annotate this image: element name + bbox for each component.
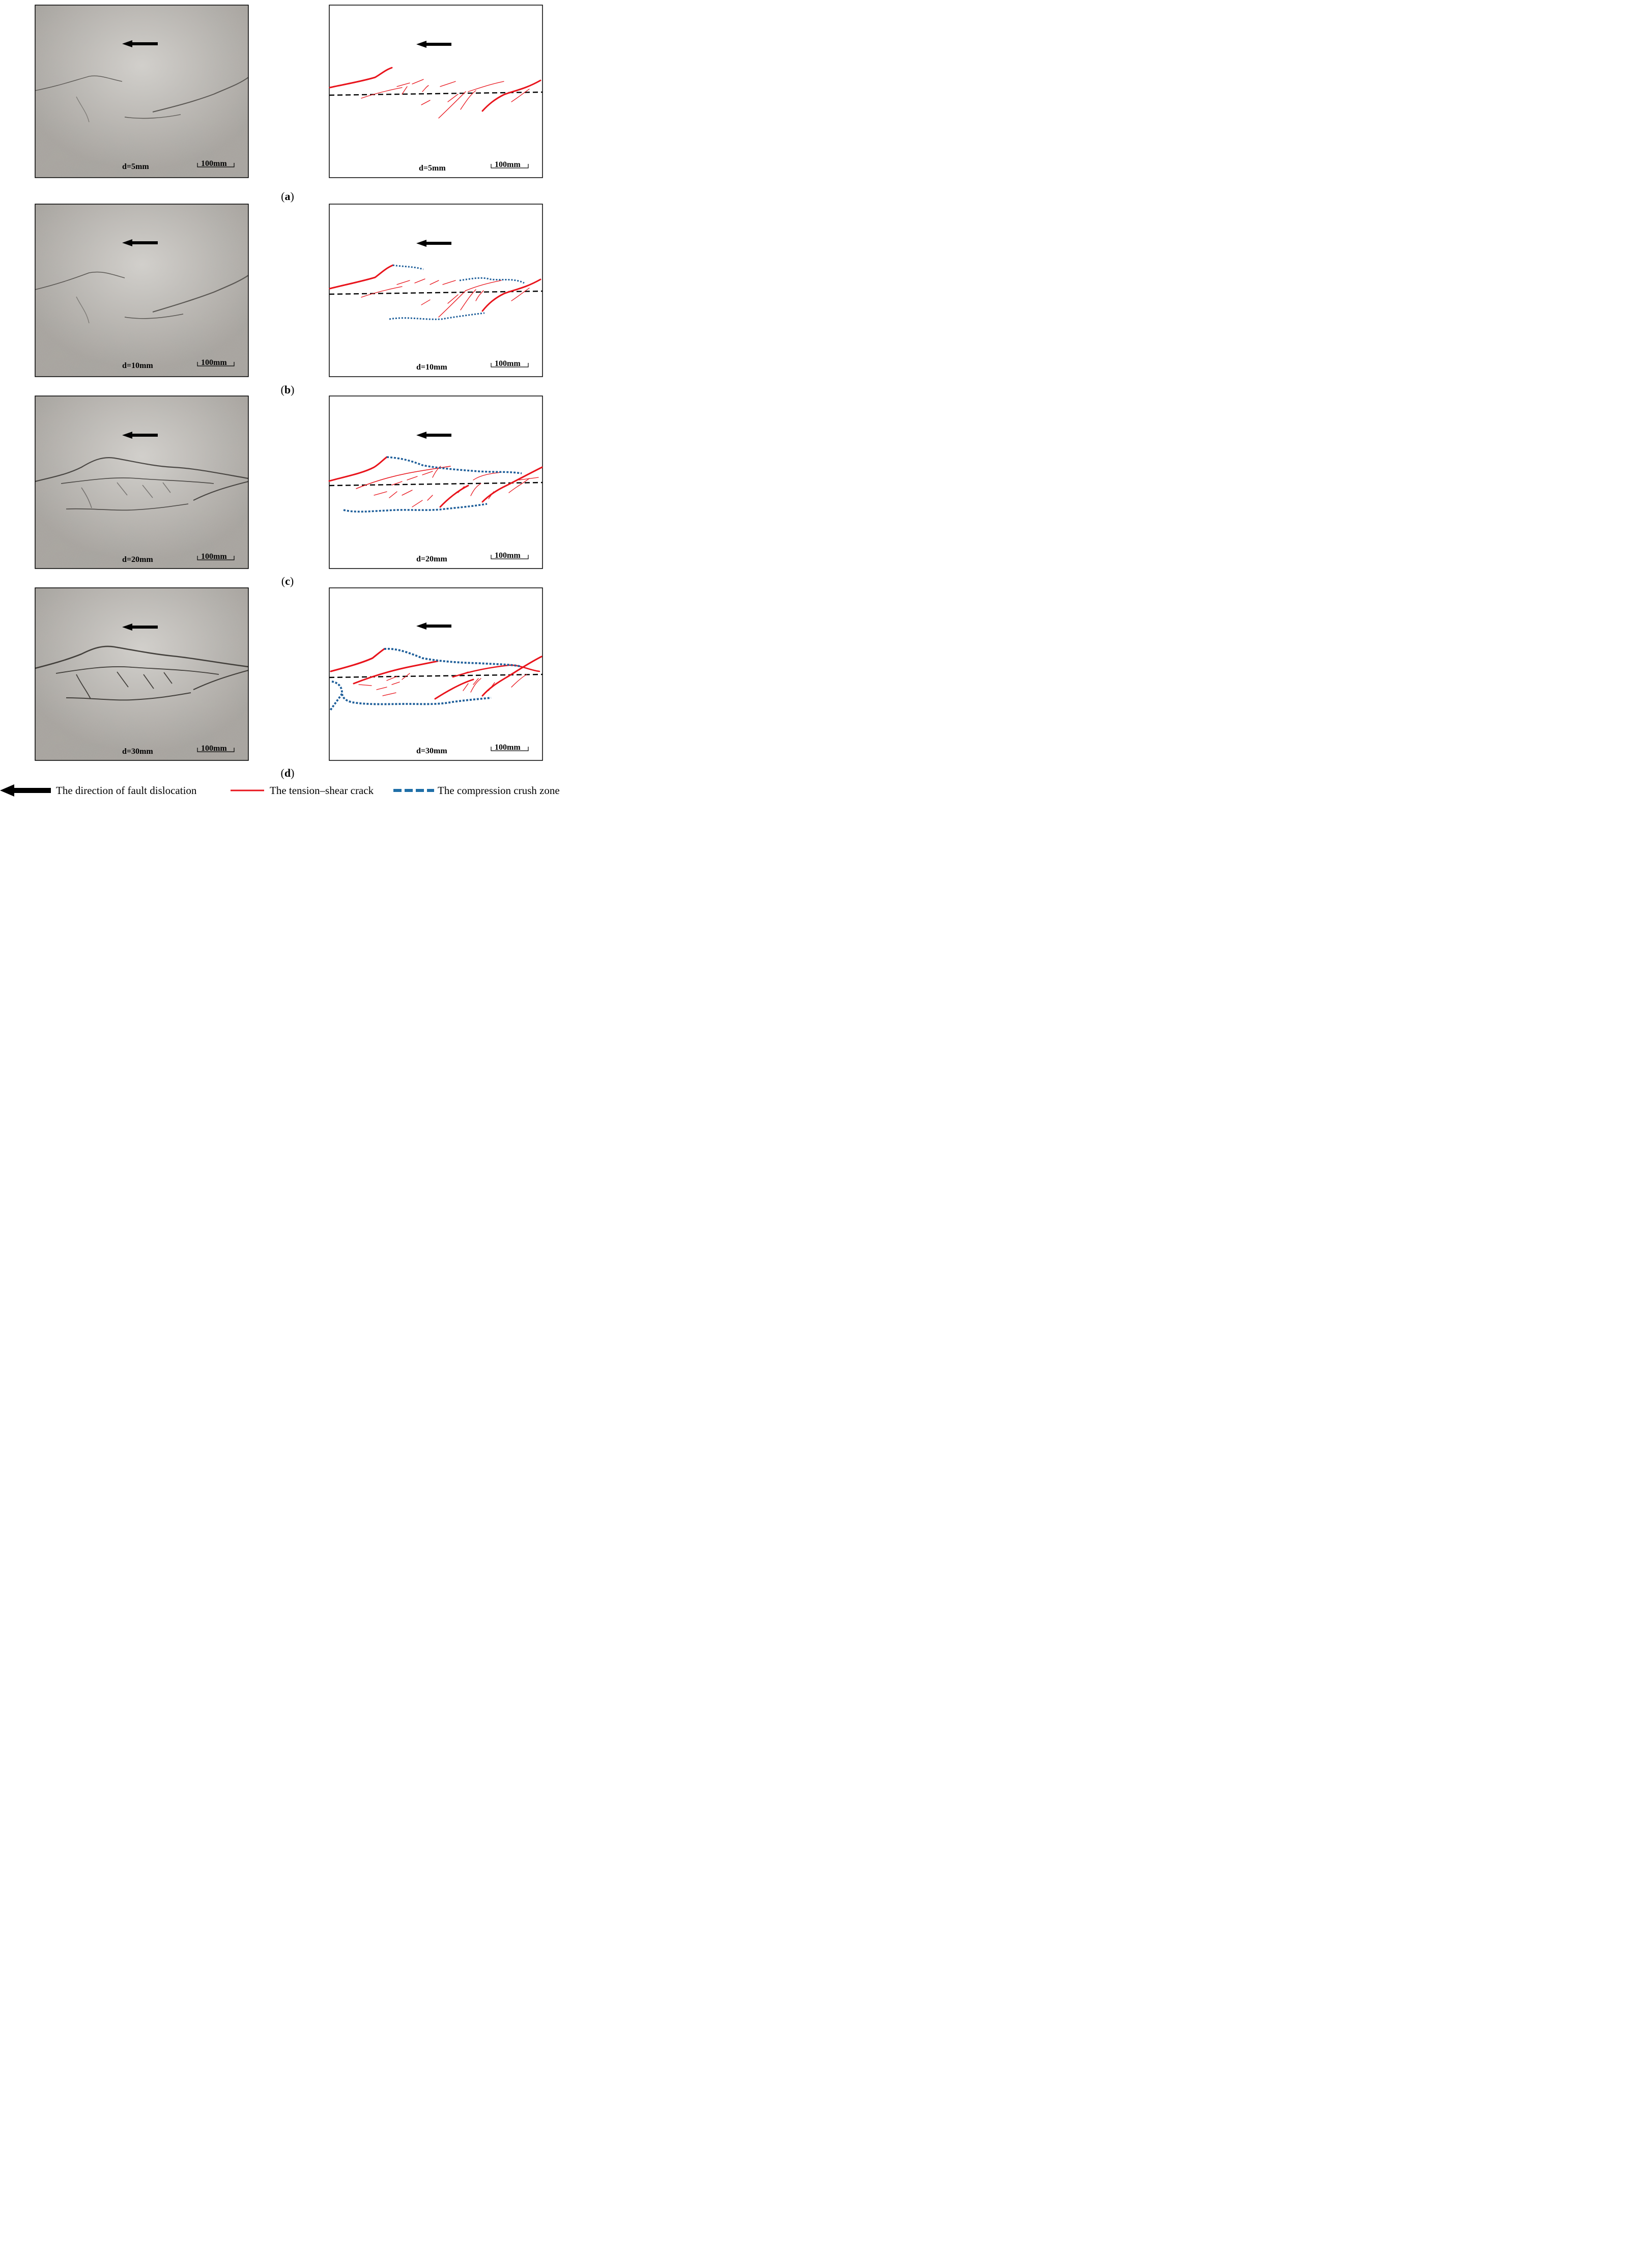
displacement-label: d=30mm [122,747,153,756]
tension-shear-cracks [329,67,541,119]
tension-shear-cracks [330,648,543,700]
photo-crack-traces [35,645,249,701]
tension-shear-cracks [329,264,541,318]
dislocation-arrow-icon [122,623,158,631]
displacement-label: d=5mm [419,164,446,173]
compression-crush-zone [389,264,525,320]
photo-crack-traces [35,457,249,511]
caption: (a) [281,190,294,203]
photo-crack-traces [35,271,249,324]
row-a: d=5mm 100mm [35,5,543,203]
dislocation-arrow-icon [416,622,451,630]
legend-item-arrow: The direction of fault dislocation [0,784,197,797]
sketch-panel: d=5mm 100mm [329,5,543,178]
caption: (b) [281,383,295,396]
sketch-panel: d=30mm 100mm [329,587,543,761]
legend-item-crack: The tension–shear crack [231,784,374,797]
dislocation-arrow-icon [416,240,451,247]
displacement-label: d=10mm [416,363,447,372]
scale-bar-icon [197,556,235,560]
photo-panel: d=5mm 100mm [35,5,249,178]
scale-bar-icon [491,747,529,751]
photo-crack-traces [35,75,249,123]
arrow-icon [0,784,51,797]
scale-bar-label: 100mm [495,551,521,560]
displacement-label: d=10mm [122,361,153,370]
dislocation-arrow-icon [122,432,158,439]
caption: (c) [281,575,294,587]
legend-crush-label: The compression crush zone [438,784,560,797]
sketch-panel: d=20mm 100mm [328,395,543,569]
compression-crush-zone [343,456,522,513]
scale-bar-label: 100mm [201,552,227,561]
scale-bar-icon [491,363,529,367]
sketch-panel: d=10mm 100mm [329,204,543,377]
scale-bar-label: 100mm [495,743,521,752]
scale-bar-icon [197,362,235,366]
fault-line [329,91,543,96]
displacement-label: d=30mm [416,747,447,755]
legend: The direction of fault dislocation The t… [0,784,560,797]
dislocation-arrow-icon [416,41,451,48]
legend-item-crush: The compression crush zone [393,784,560,797]
dislocation-arrow-icon [122,40,158,47]
dislocation-arrow-icon [122,239,158,246]
scale-bar-icon [491,164,529,168]
photo-panel: d=10mm 100mm [35,204,249,377]
displacement-label: d=5mm [122,162,149,171]
scale-bar-icon [197,163,235,167]
photo-panel: d=20mm 100mm [35,395,249,569]
scale-bar-label: 100mm [495,359,521,368]
tension-shear-cracks [328,456,543,508]
fault-line [329,673,543,678]
row-d: d=30mm 100mm [35,587,543,779]
dislocation-arrow-icon [416,432,451,439]
scale-bar-label: 100mm [201,744,227,753]
fault-line [329,290,543,295]
scale-bar-icon [491,555,529,559]
figure: d=5mm 100mm [0,0,575,802]
scale-bar-icon [197,748,235,752]
legend-arrow-label: The direction of fault dislocation [56,784,197,797]
row-c: d=20mm 100mm [35,395,543,587]
scale-bar-label: 100mm [201,358,227,367]
caption: (d) [281,767,295,779]
row-b: d=10mm 100mm [35,204,543,396]
crack-evolution-figure: d=5mm 100mm [0,5,560,797]
scale-bar-label: 100mm [201,159,227,168]
displacement-label: d=20mm [416,555,447,563]
legend-crack-label: The tension–shear crack [270,784,374,797]
compression-crush-zone [329,647,521,712]
displacement-label: d=20mm [122,555,153,564]
photo-panel: d=30mm 100mm [35,587,249,761]
scale-bar-label: 100mm [495,160,521,169]
